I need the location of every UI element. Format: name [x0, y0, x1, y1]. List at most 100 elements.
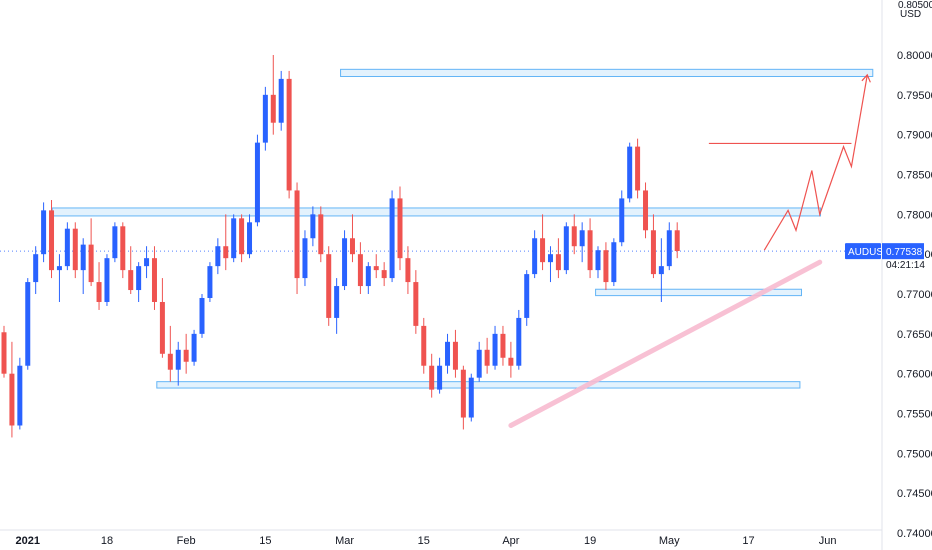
candle-body	[254, 142, 260, 223]
candle-body	[326, 254, 332, 318]
candle-body	[484, 349, 490, 366]
candle-body	[603, 250, 609, 283]
candle-body	[643, 190, 649, 231]
candle-body	[492, 333, 498, 366]
candle-body	[120, 226, 126, 271]
candle-body	[413, 282, 419, 326]
candle-body	[373, 266, 379, 271]
candle-body	[437, 365, 443, 390]
resistance-zone-mid	[51, 207, 822, 217]
candle-body	[389, 198, 395, 279]
time-tick-label: 18	[101, 535, 113, 547]
candle-body	[104, 258, 110, 302]
candle-body	[128, 270, 134, 291]
candle-body	[231, 218, 237, 259]
candle-body	[476, 349, 482, 378]
projection-path	[763, 74, 868, 251]
candle-body	[302, 238, 308, 279]
candle-body	[524, 274, 530, 318]
candle-body	[175, 349, 181, 370]
candle-body	[33, 254, 39, 283]
candle-body	[635, 146, 641, 191]
candle-body	[555, 254, 561, 271]
candle-body	[64, 228, 70, 267]
candle-body	[547, 254, 553, 263]
candle-body	[540, 238, 546, 263]
candle-body	[658, 266, 664, 275]
candle-body	[421, 325, 427, 366]
support-zone-low	[156, 381, 801, 389]
last-price-tag	[882, 243, 924, 260]
time-tick-label: May	[659, 535, 680, 547]
candle-body	[239, 218, 245, 255]
time-tick-label: 19	[584, 535, 596, 547]
projection-arrowhead	[861, 73, 871, 83]
annotation-layer	[508, 73, 871, 428]
time-tick-label: Mar	[335, 535, 354, 547]
candle-body	[500, 333, 506, 358]
candle-body	[80, 244, 86, 271]
time-tick-label: 17	[742, 535, 754, 547]
candle-body	[96, 282, 102, 302]
candle-body	[611, 242, 617, 283]
candle-body	[508, 357, 514, 366]
candle-body	[286, 78, 292, 191]
currency-label: USD	[900, 9, 921, 20]
price-axis-top-label: 0.80500	[898, 0, 932, 11]
candle-body	[357, 254, 363, 287]
time-tick-label: Apr	[502, 535, 519, 547]
candle-body	[262, 94, 268, 143]
candle-body	[334, 286, 340, 318]
candle-body	[144, 258, 150, 267]
candle-body	[666, 230, 672, 267]
candle-body	[215, 246, 221, 267]
symbol-tag-label: AUDUSD	[848, 247, 890, 258]
candle-body	[405, 258, 411, 283]
resistance-zone-top	[340, 68, 874, 78]
candle-body	[88, 244, 94, 283]
candle-body	[247, 222, 253, 255]
candle-body	[270, 94, 276, 123]
candle-body	[49, 210, 55, 271]
time-tick-label: Jun	[819, 535, 837, 547]
candle-body	[468, 377, 474, 418]
candle-body	[167, 353, 173, 370]
countdown-label: 04:21:14	[886, 260, 925, 271]
time-tick-label: 15	[259, 535, 271, 547]
candle-body	[112, 226, 118, 259]
candle-body	[199, 298, 205, 334]
candle-body	[516, 317, 522, 366]
candle-body	[72, 228, 78, 271]
time-tick-label: 2021	[16, 535, 40, 547]
candle-body	[1, 332, 7, 374]
candle-body	[397, 198, 403, 259]
candle-body	[25, 282, 31, 366]
candle-body	[342, 238, 348, 287]
candle-body	[349, 238, 355, 255]
candle-body	[294, 190, 300, 279]
candle-body	[191, 333, 197, 362]
candle-body	[429, 365, 435, 390]
candle-body	[41, 210, 47, 255]
candle-body	[278, 78, 284, 123]
support-zone-mid	[595, 288, 803, 297]
candle-body	[674, 230, 680, 251]
candle-body	[9, 373, 15, 426]
candle-body	[365, 266, 371, 287]
candle-body	[595, 250, 601, 271]
candles-layer	[1, 54, 680, 438]
candle-body	[532, 238, 538, 275]
candle-body	[563, 226, 569, 271]
candle-body	[17, 365, 23, 426]
